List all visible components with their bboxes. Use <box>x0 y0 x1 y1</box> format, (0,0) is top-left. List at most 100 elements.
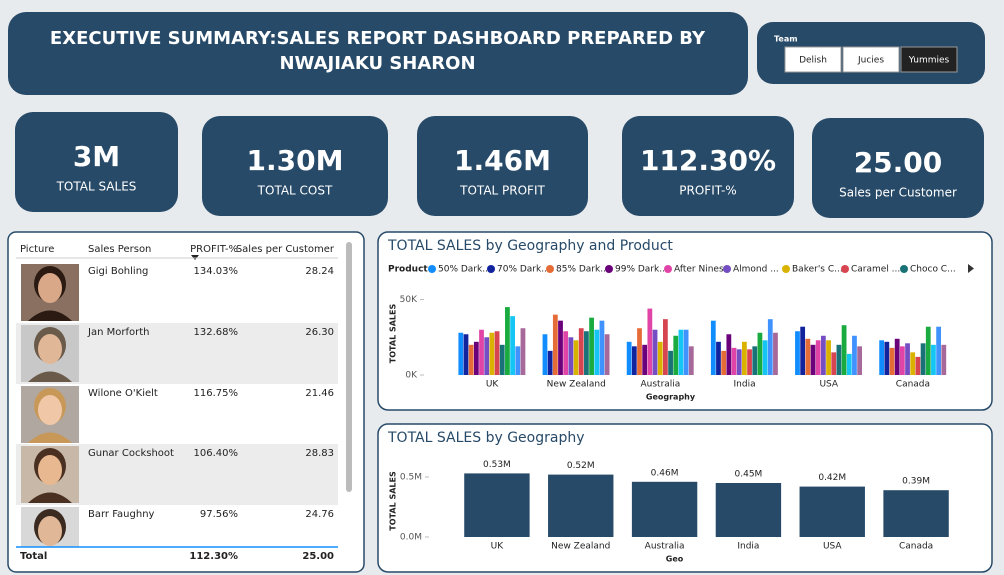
avatar-face <box>38 273 62 303</box>
data-label: 0.53M <box>483 460 511 470</box>
legend-label[interactable]: After Nines <box>674 265 724 275</box>
bar <box>663 319 668 375</box>
bar <box>678 329 684 375</box>
bar <box>852 335 857 375</box>
bar <box>936 326 942 375</box>
bar <box>473 341 479 375</box>
x-axis-label: Geography <box>646 393 696 402</box>
kpi-label: TOTAL SALES <box>56 180 137 194</box>
slicer-button[interactable] <box>900 46 958 73</box>
table-cell: 28.83 <box>305 448 334 459</box>
x-tick-label: Australia <box>641 380 681 390</box>
bar <box>731 347 737 375</box>
x-tick-label: Australia <box>645 542 685 552</box>
legend-swatch[interactable] <box>546 265 554 273</box>
legend-swatch[interactable] <box>723 265 731 273</box>
bar <box>489 332 495 375</box>
bar <box>468 344 474 375</box>
avatar-face <box>38 455 62 485</box>
kpi-label: TOTAL COST <box>257 184 333 198</box>
data-label: 0.46M <box>651 468 679 478</box>
bar <box>795 331 800 375</box>
bar <box>637 328 642 375</box>
bar <box>736 349 742 375</box>
bar <box>810 344 816 375</box>
legend-label[interactable]: 99% Dark... <box>615 265 668 275</box>
legend-label[interactable]: 85% Dark... <box>556 265 609 275</box>
legend-label[interactable]: Caramel ... <box>851 265 900 275</box>
legend-label[interactable]: 70% Dark... <box>497 265 550 275</box>
bar <box>741 341 747 375</box>
legend-swatch[interactable] <box>428 265 436 273</box>
bar <box>552 314 558 375</box>
legend-swatch[interactable] <box>841 265 849 273</box>
table-header: Picture <box>20 244 54 255</box>
y-tick-label: 0.5M <box>400 473 422 483</box>
legend-next[interactable] <box>968 264 974 273</box>
legend-label[interactable]: Almond ... <box>733 265 779 275</box>
bar <box>494 331 500 375</box>
legend-swatch[interactable] <box>605 265 613 273</box>
avatar-body <box>28 310 72 321</box>
table-total: Total <box>20 551 47 562</box>
kpi-value: 1.46M <box>454 144 551 177</box>
legend-swatch[interactable] <box>900 265 908 273</box>
table-header: PROFIT-% <box>190 244 238 255</box>
avatar-body <box>28 432 72 443</box>
kpi-label: TOTAL PROFIT <box>459 184 545 198</box>
data-label: 0.42M <box>818 473 846 483</box>
slicer-option[interactable]: Jucies <box>857 56 884 66</box>
bar <box>631 346 637 375</box>
bar <box>558 320 563 375</box>
bar <box>505 307 510 375</box>
slicer-button[interactable] <box>784 46 842 73</box>
bar <box>721 350 727 375</box>
bar <box>920 343 926 375</box>
bar <box>642 344 648 375</box>
table-cell: Jan Morforth <box>87 327 149 338</box>
bar <box>805 338 811 375</box>
scrollbar[interactable] <box>346 242 352 492</box>
bar <box>799 486 865 537</box>
legend-label[interactable]: 50% Dark... <box>438 265 491 275</box>
bar <box>563 331 569 375</box>
slicer-button[interactable] <box>842 46 900 73</box>
slicer-option[interactable]: Yummies <box>908 56 950 66</box>
avatar-body <box>28 492 72 503</box>
bar <box>499 344 505 375</box>
table-cell: 21.46 <box>305 388 334 399</box>
bar <box>836 344 842 375</box>
bar <box>716 341 721 375</box>
bar <box>747 349 752 375</box>
bar <box>879 340 885 375</box>
bar <box>715 483 782 537</box>
bar <box>657 341 663 375</box>
bar <box>915 356 921 375</box>
legend-label[interactable]: Choco C... <box>910 265 956 275</box>
data-label: 0.52M <box>567 461 595 471</box>
legend-swatch[interactable] <box>664 265 672 273</box>
chart-title: TOTAL SALES by Geography and Product <box>387 238 673 254</box>
bar <box>584 331 589 375</box>
x-tick-label: India <box>734 380 756 390</box>
header-box <box>8 12 748 95</box>
avatar-body <box>28 371 72 382</box>
bar <box>831 352 837 375</box>
legend-swatch[interactable] <box>782 265 790 273</box>
bar <box>626 341 632 375</box>
bar <box>883 490 949 537</box>
slicer-option[interactable]: Delish <box>799 56 827 66</box>
bar <box>548 474 614 537</box>
table-cell: 116.75% <box>194 388 239 399</box>
table-header: Sales Person <box>88 244 151 255</box>
table-cell: Gigi Bohling <box>88 266 148 277</box>
bar <box>484 337 490 375</box>
y-tick-label: 0.0M <box>400 533 422 543</box>
header-title: EXECUTIVE SUMMARY:SALES REPORT DASHBOARD… <box>49 28 706 74</box>
x-axis-label: Geo <box>666 555 684 564</box>
legend-label[interactable]: Baker's C... <box>792 265 843 275</box>
bar <box>520 328 526 375</box>
x-tick-label: USA <box>823 542 842 552</box>
legend-swatch[interactable] <box>487 265 495 273</box>
